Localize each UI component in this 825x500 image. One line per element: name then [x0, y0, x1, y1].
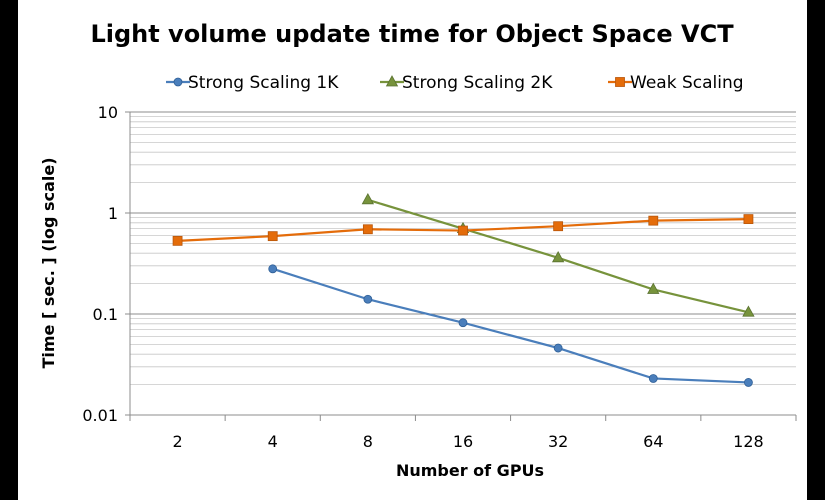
series-layer: [172, 193, 755, 387]
legend-marker: [385, 75, 399, 87]
data-point: [458, 225, 468, 236]
legend-item: Strong Scaling 2K: [380, 73, 553, 93]
data-point: [361, 193, 375, 205]
x-tick-label: 2: [172, 432, 182, 451]
axes: 10 1 0.1 0.01 2 4 8 16 32 64 128: [82, 103, 797, 451]
x-tick-label: 64: [643, 432, 663, 451]
legend-label: Strong Scaling 1K: [188, 73, 339, 93]
x-tick-label: 8: [363, 432, 373, 451]
series-line: [272, 267, 749, 384]
x-tick-label: 16: [453, 432, 473, 451]
data-point: [743, 214, 754, 225]
data-point: [268, 264, 278, 274]
data-point: [458, 318, 468, 328]
series-square: [172, 214, 754, 246]
grid-lines: [130, 111, 796, 416]
series-triangle: [361, 193, 755, 317]
data-point: [553, 221, 564, 232]
series-circle: [268, 264, 753, 387]
data-point: [172, 235, 183, 246]
legend: Strong Scaling 1K Strong Scaling 2K Weak S…: [166, 73, 744, 93]
data-point: [647, 282, 660, 294]
data-point: [744, 378, 753, 387]
data-point: [742, 305, 755, 317]
data-point: [648, 374, 658, 383]
data-point: [267, 231, 278, 242]
legend-item: Weak Scaling: [608, 73, 744, 93]
chart-frame: [18, 0, 807, 500]
y-tick-label: 0.1: [93, 305, 118, 324]
legend-marker: [615, 77, 625, 87]
legend-marker: [173, 77, 183, 87]
data-point: [553, 343, 563, 353]
legend-label: Strong Scaling 2K: [402, 73, 553, 93]
y-axis-label: Time [ sec. ] (log scale): [39, 157, 58, 368]
data-point: [648, 215, 659, 226]
x-tick-label: 4: [268, 432, 278, 451]
data-point: [363, 294, 373, 304]
y-tick-label: 1: [108, 204, 118, 223]
y-tick-label: 0.01: [82, 406, 118, 425]
x-tick-label: 128: [733, 432, 764, 451]
legend-label: Weak Scaling: [630, 73, 744, 93]
x-tick-label: 32: [548, 432, 568, 451]
data-point: [551, 250, 565, 263]
x-axis-label: Number of GPUs: [396, 461, 544, 480]
legend-item: Strong Scaling 1K: [166, 73, 339, 93]
y-tick-label: 10: [98, 103, 118, 122]
data-point: [362, 224, 373, 235]
chart-title: Light volume update time for Object Spac…: [90, 20, 734, 48]
